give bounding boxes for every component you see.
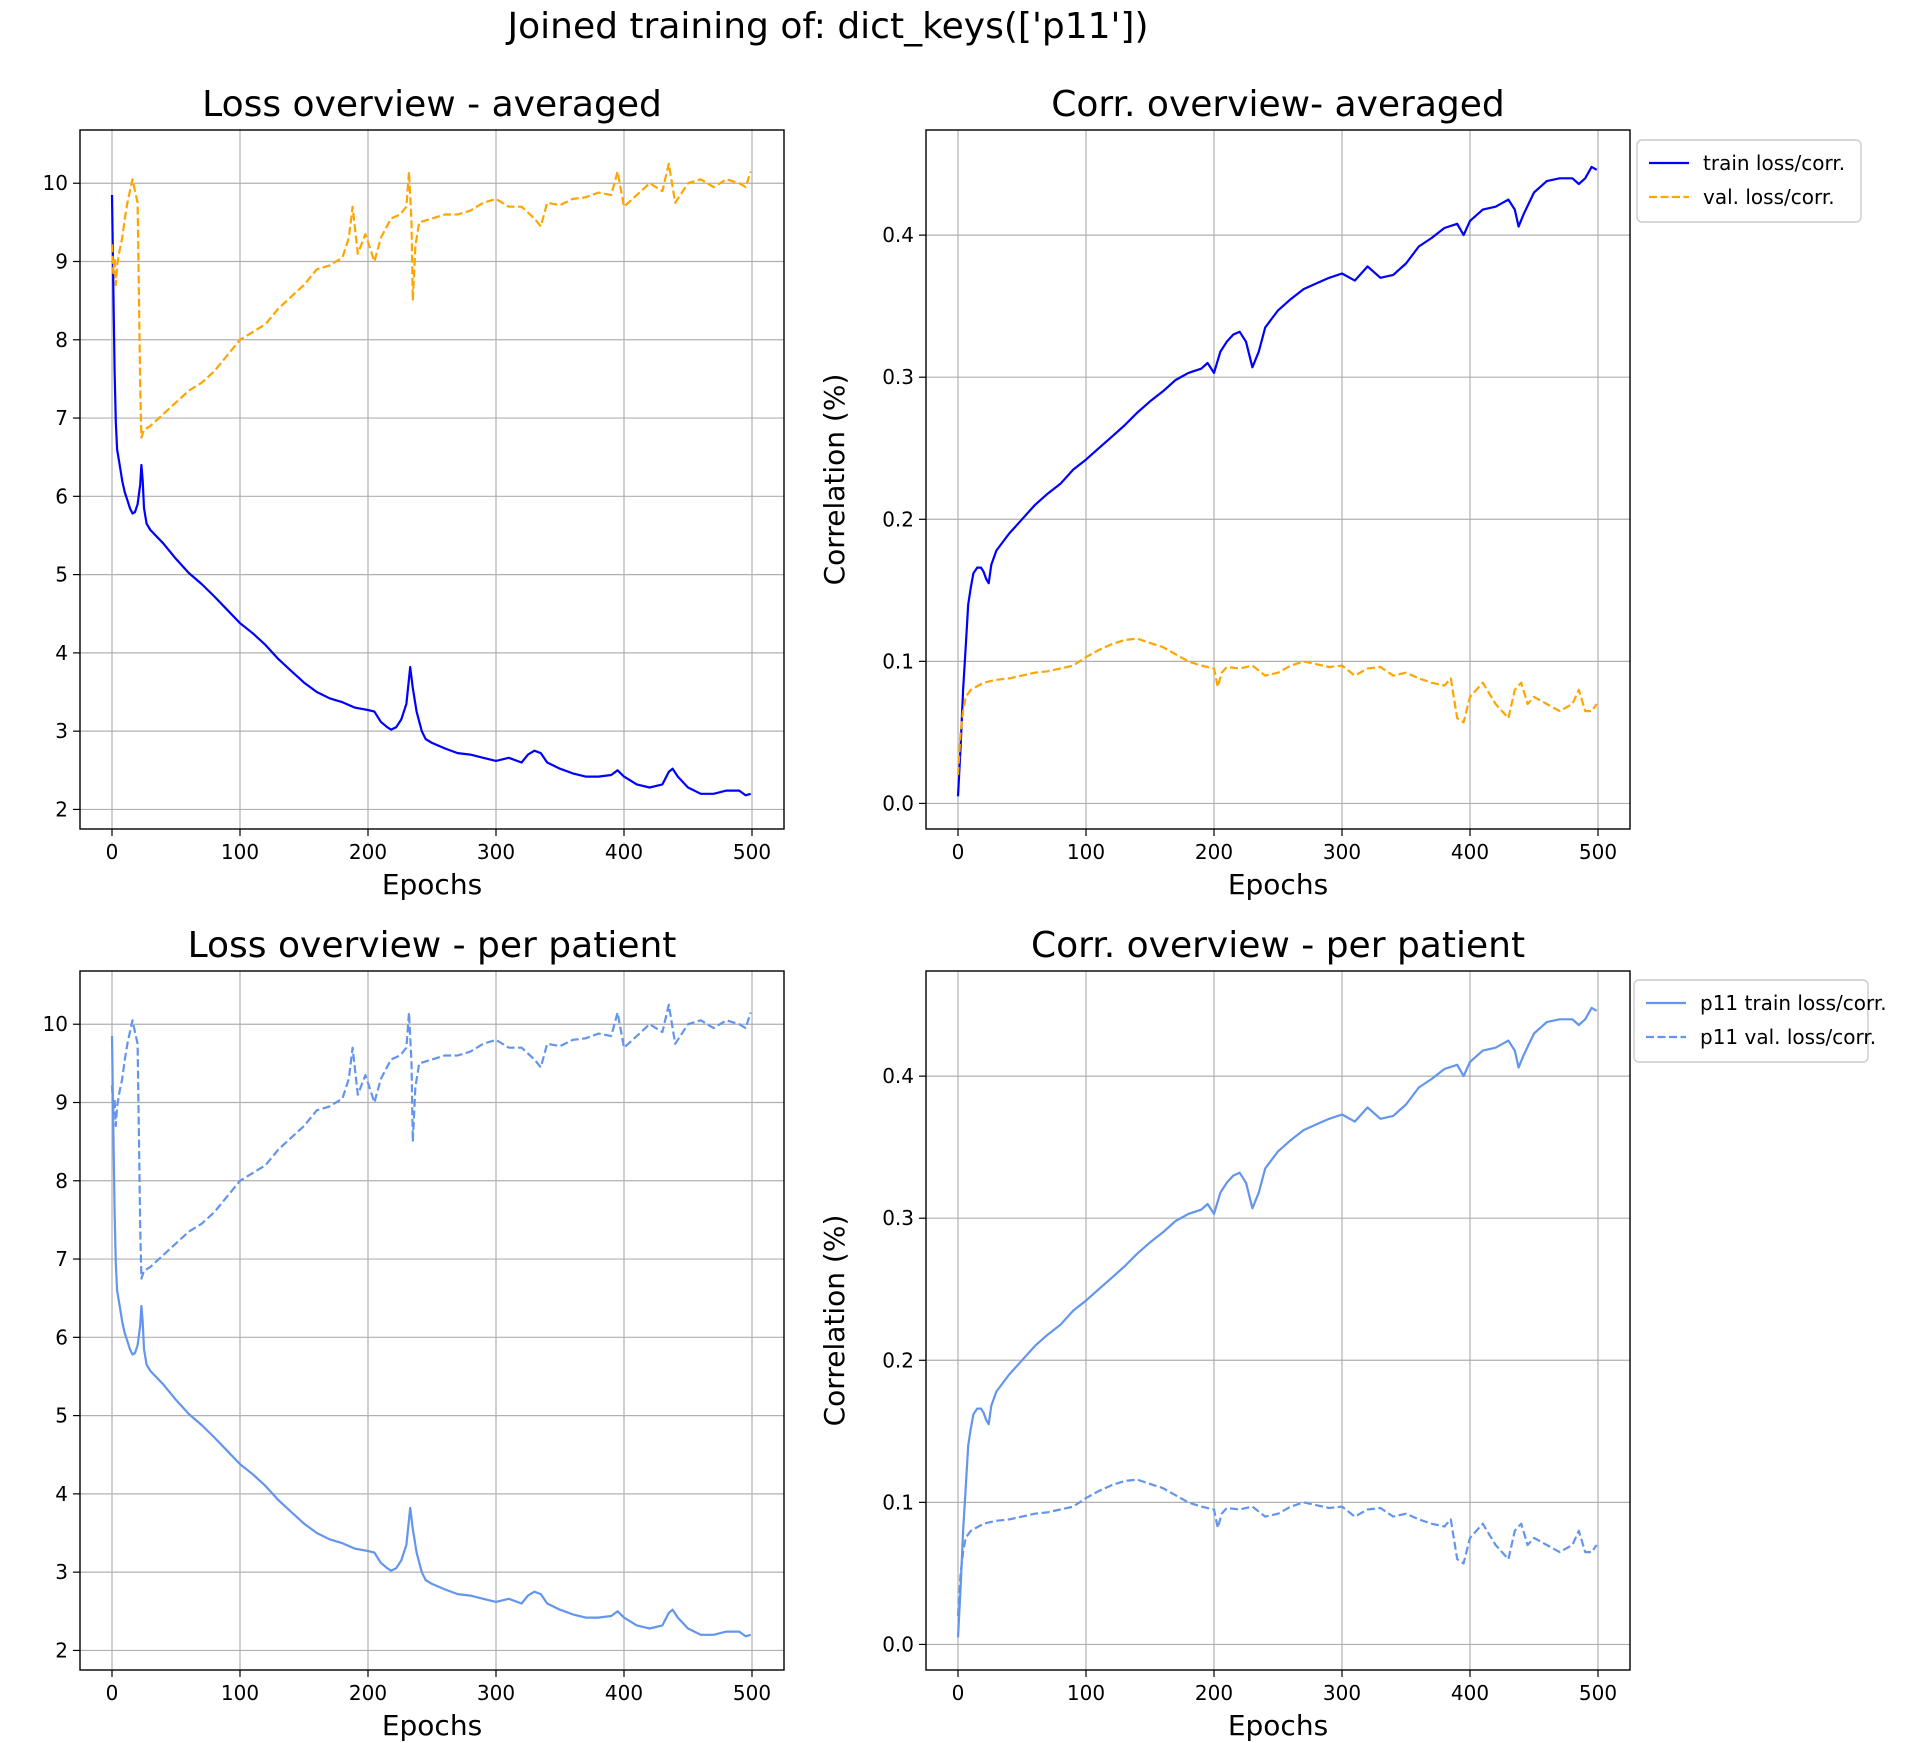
y-axis-label: MSE Loss xyxy=(0,1256,5,1386)
x-axis-label: Epochs xyxy=(382,1709,482,1742)
legend-frame xyxy=(1636,139,1862,223)
x-tick-label: 400 xyxy=(1451,840,1489,864)
y-tick-label: 9 xyxy=(55,1091,68,1115)
x-tick-label: 400 xyxy=(1451,1681,1489,1705)
x-axis-label: Epochs xyxy=(1228,1709,1328,1742)
y-tick-label: 10 xyxy=(43,171,68,195)
x-tick-label: 100 xyxy=(1067,840,1105,864)
x-tick-label: 500 xyxy=(1579,840,1617,864)
x-axis-label: Epochs xyxy=(1228,868,1328,901)
legend: p11 train loss/corr. p11 val. loss/corr. xyxy=(1633,979,1887,1063)
y-tick-label: 6 xyxy=(55,1325,68,1349)
y-tick-label: 7 xyxy=(55,406,68,430)
series-line-train-loss-corr xyxy=(110,194,752,797)
y-tick-label: 0.4 xyxy=(882,1064,914,1088)
x-tick-label: 200 xyxy=(1195,840,1233,864)
subplot-title: Loss overview - averaged xyxy=(202,84,662,125)
y-tick-label: 4 xyxy=(55,641,68,665)
series-line-p11-val-loss-corr xyxy=(110,1003,752,1280)
legend-label: p11 val. loss/corr. xyxy=(1700,1025,1876,1049)
y-tick-label: 8 xyxy=(55,328,68,352)
x-tick-label: 400 xyxy=(605,1681,643,1705)
x-tick-label: 200 xyxy=(349,1681,387,1705)
y-tick-label: 0.0 xyxy=(882,791,914,815)
x-tick-label: 500 xyxy=(733,840,771,864)
y-tick-label: 0.4 xyxy=(882,223,914,247)
series-line-p11-train-loss-corr xyxy=(110,1035,752,1638)
y-axis-label: Correlation (%) xyxy=(818,1215,851,1427)
series-line-val-loss-corr xyxy=(110,162,752,439)
x-tick-label: 200 xyxy=(1195,1681,1233,1705)
subplot-title: Corr. overview - per patient xyxy=(1031,925,1525,966)
x-tick-label: 0 xyxy=(952,840,965,864)
x-tick-label: 400 xyxy=(605,840,643,864)
legend: train loss/corr. val. loss/corr. xyxy=(1636,139,1862,223)
x-tick-label: 300 xyxy=(1323,1681,1361,1705)
axes-frame xyxy=(79,129,785,830)
subplot-4: 0 100 200 300 400 500 0.0 0.1 0.2 0.3 0.4 Corr. ove… xyxy=(818,925,1887,1742)
y-tick-label: 10 xyxy=(43,1012,68,1036)
y-tick-label: 8 xyxy=(55,1169,68,1193)
axes-frame xyxy=(79,970,785,1671)
y-axis-label: MSE Loss xyxy=(0,415,5,545)
subplot-2: 0 100 200 300 400 500 0.0 0.1 0.2 0.3 0.4 Corr. ove… xyxy=(818,84,1862,901)
subplot-3: 0 100 200 300 400 500 2 3 4 5 6 7 8 9 10 Loss overview … xyxy=(0,925,785,1742)
series-line-p11-val-loss-corr xyxy=(956,1478,1598,1617)
legend-frame xyxy=(1633,979,1869,1063)
y-tick-label: 4 xyxy=(55,1482,68,1506)
series-line-p11-train-loss-corr xyxy=(956,1006,1598,1638)
series-line-val-loss-corr xyxy=(956,637,1598,776)
subplot-title: Loss overview - per patient xyxy=(188,925,677,966)
y-tick-label: 0.2 xyxy=(882,1348,914,1372)
y-tick-label: 0.2 xyxy=(882,507,914,531)
x-tick-label: 300 xyxy=(477,1681,515,1705)
y-tick-label: 0.1 xyxy=(882,649,914,673)
legend-label: p11 train loss/corr. xyxy=(1700,991,1887,1015)
axes-frame xyxy=(925,970,1631,1671)
x-tick-label: 0 xyxy=(952,1681,965,1705)
y-tick-label: 0.3 xyxy=(882,1206,914,1230)
y-tick-label: 0.3 xyxy=(882,365,914,389)
subplot-1: 0 100 200 300 400 500 2 3 4 5 6 7 8 9 10 Loss overview … xyxy=(0,84,785,901)
x-tick-label: 500 xyxy=(1579,1681,1617,1705)
y-tick-label: 7 xyxy=(55,1247,68,1271)
x-tick-label: 0 xyxy=(106,1681,119,1705)
legend-label: train loss/corr. xyxy=(1703,151,1845,175)
x-tick-label: 200 xyxy=(349,840,387,864)
x-tick-label: 100 xyxy=(1067,1681,1105,1705)
y-tick-label: 2 xyxy=(55,1638,68,1662)
y-tick-label: 0.0 xyxy=(882,1632,914,1656)
y-axis-label: Correlation (%) xyxy=(818,374,851,586)
y-tick-label: 3 xyxy=(55,719,68,743)
y-tick-label: 2 xyxy=(55,797,68,821)
x-tick-label: 300 xyxy=(1323,840,1361,864)
y-tick-label: 6 xyxy=(55,484,68,508)
y-tick-label: 5 xyxy=(55,1404,68,1428)
y-tick-label: 5 xyxy=(55,563,68,587)
axes-frame xyxy=(925,129,1631,830)
x-tick-label: 300 xyxy=(477,840,515,864)
figure-suptitle: Joined training of: dict_keys(['p11']) xyxy=(506,6,1149,47)
y-tick-label: 0.1 xyxy=(882,1490,914,1514)
subplot-title: Corr. overview- averaged xyxy=(1051,84,1505,125)
x-tick-label: 0 xyxy=(106,840,119,864)
x-tick-label: 500 xyxy=(733,1681,771,1705)
x-tick-label: 100 xyxy=(221,1681,259,1705)
series-line-train-loss-corr xyxy=(956,165,1598,797)
y-tick-label: 3 xyxy=(55,1560,68,1584)
x-tick-label: 100 xyxy=(221,840,259,864)
y-tick-label: 9 xyxy=(55,250,68,274)
x-axis-label: Epochs xyxy=(382,868,482,901)
legend-label: val. loss/corr. xyxy=(1703,185,1835,209)
